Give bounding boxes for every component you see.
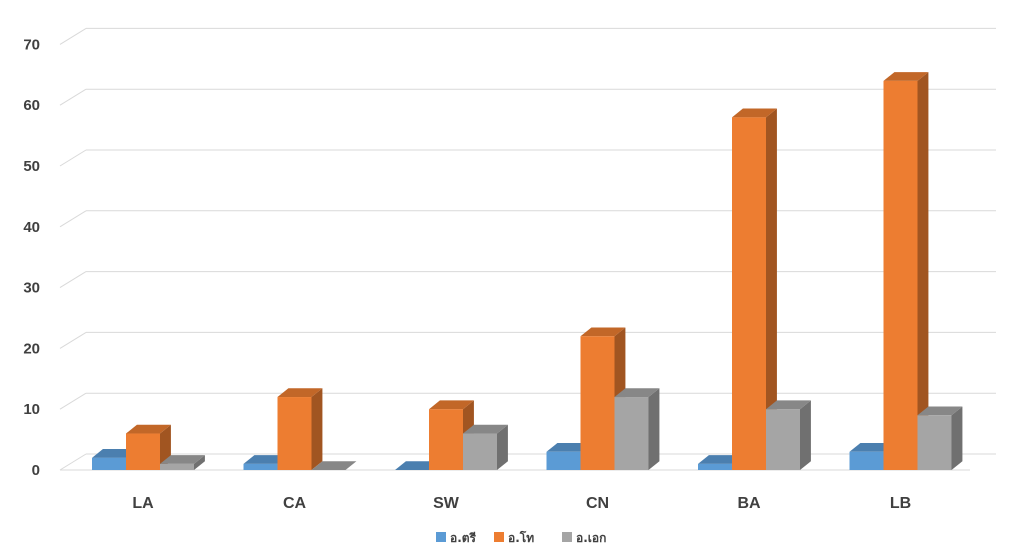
- legend-item: อ.โท: [494, 530, 534, 545]
- x-category-label: CN: [586, 495, 609, 512]
- bar-CA-series-2: [277, 388, 323, 470]
- legend-swatch: [494, 532, 504, 542]
- gridline: [59, 27, 996, 45]
- gridline: [59, 271, 996, 289]
- legend: อ.ตรี อ.โท อ.เอก: [436, 530, 606, 545]
- y-tick-label: 20: [23, 340, 40, 357]
- x-axis-categories: LA CA SW CN BA LB: [132, 495, 911, 512]
- y-tick-label: 70: [23, 36, 40, 53]
- x-category-label: LA: [132, 495, 154, 512]
- bars: [92, 72, 963, 471]
- bar-LB-series-3: [917, 406, 963, 470]
- bar-CN-series-3: [614, 388, 660, 470]
- bar-CA-series-3: [311, 461, 357, 470]
- x-category-label: SW: [433, 495, 460, 512]
- y-tick-label: 10: [23, 401, 40, 418]
- gridline: [59, 210, 996, 228]
- legend-item: อ.ตรี: [436, 531, 477, 545]
- legend-label: อ.เอก: [576, 531, 606, 545]
- y-axis-ticks: 0 10 20 30 40 50 60 70: [23, 36, 40, 479]
- gridline: [59, 149, 996, 167]
- bar-SW-series-1: [395, 461, 440, 470]
- legend-swatch: [562, 532, 572, 542]
- x-category-label: LB: [890, 495, 911, 512]
- gridline: [59, 331, 996, 349]
- legend-item: อ.เอก: [562, 531, 606, 545]
- y-tick-label: 0: [32, 462, 40, 479]
- y-tick-label: 60: [23, 97, 40, 114]
- bar-LA-series-3: [160, 455, 205, 470]
- y-tick-label: 50: [23, 158, 40, 175]
- y-tick-label: 40: [23, 219, 40, 236]
- bar-BA-series-3: [766, 400, 811, 470]
- bar-BA-series-2: [732, 108, 777, 471]
- y-tick-label: 30: [23, 280, 40, 297]
- legend-swatch: [436, 532, 446, 542]
- gridline: [59, 453, 996, 471]
- bar-LA-series-2: [126, 424, 171, 470]
- gridlines: [59, 27, 996, 471]
- legend-label: อ.โท: [508, 530, 534, 545]
- legend-label: อ.ตรี: [450, 531, 477, 545]
- bar-SW-series-3: [463, 424, 508, 470]
- gridline: [59, 392, 996, 410]
- bar-LB-series-2: [883, 72, 929, 470]
- x-category-label: CA: [283, 495, 307, 512]
- gridline: [59, 88, 996, 106]
- x-category-label: BA: [737, 495, 761, 512]
